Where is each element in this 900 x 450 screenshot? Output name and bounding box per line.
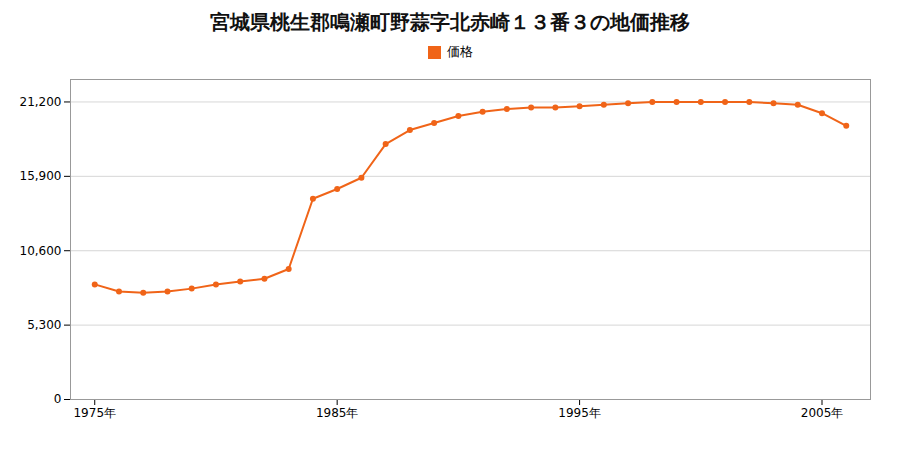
svg-text:21,200: 21,200 — [20, 95, 62, 109]
svg-text:0: 0 — [54, 392, 62, 406]
svg-text:1975年: 1975年 — [73, 406, 116, 420]
html-text:宮城県桃生郡鳴瀬町野蒜字北赤崎１３番３の地価推移: 宮城県桃生郡鳴瀬町野蒜字北赤崎１３番３の地価推移 — [210, 10, 690, 34]
svg-text:10,600: 10,600 — [20, 244, 62, 258]
svg-text:1995年: 1995年 — [558, 406, 601, 420]
svg-text:1985年: 1985年 — [316, 406, 359, 420]
svg-text:15,900: 15,900 — [20, 169, 62, 183]
html-text:価格: 価格 — [446, 44, 473, 59]
svg-text:5,300: 5,300 — [27, 318, 61, 332]
svg-text:2005年: 2005年 — [801, 406, 844, 420]
